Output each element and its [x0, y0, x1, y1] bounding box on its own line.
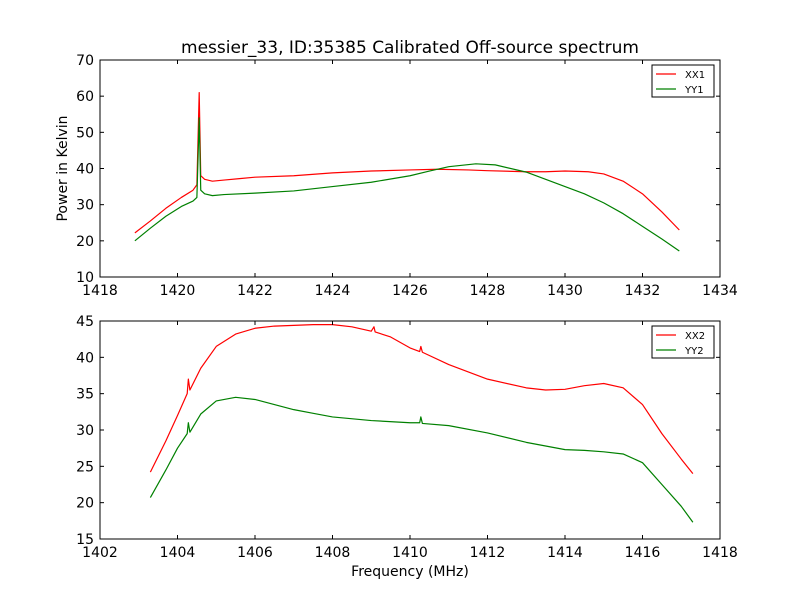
legend-box [651, 325, 715, 359]
x-tick-label: 1418 [702, 545, 738, 561]
y-tick-label: 40 [76, 350, 94, 366]
x-axis-label: Frequency (MHz) [351, 564, 469, 580]
chart-panel-2: 1402 1404 1406 1408 1410 1412 1414 1416 1418 15 20… [76, 314, 738, 580]
y-tick-label: 70 [76, 53, 94, 69]
legend-label-xx2: XX2 [685, 331, 705, 342]
y-tick-label: 50 [76, 125, 94, 141]
y-tick-label: 10 [76, 270, 94, 286]
x-tick-label: 1408 [315, 545, 351, 561]
x-tick-label: 1404 [160, 545, 196, 561]
x-tick-label: 1428 [470, 283, 506, 299]
y-tick-label: 20 [76, 234, 94, 250]
x-tick-label: 1420 [160, 283, 196, 299]
y-tick-label: 40 [76, 162, 94, 178]
legend-box [651, 64, 715, 98]
series-line-xx2 [149, 324, 694, 474]
y-tick-label: 45 [76, 314, 94, 330]
y-tick-label: 15 [76, 532, 94, 548]
legend-label-yy1: YY1 [684, 85, 704, 96]
legend-label-yy2: YY2 [684, 346, 704, 357]
x-tick-label: 1416 [625, 545, 661, 561]
x-tick-label: 1430 [547, 283, 583, 299]
plot-area [100, 60, 720, 277]
x-tick-label: 1414 [547, 545, 583, 561]
y-tick-label: 35 [76, 387, 94, 403]
y-tick-label: 30 [76, 423, 94, 439]
x-tick-label: 1402 [82, 545, 118, 561]
y-tick-label: 30 [76, 198, 94, 214]
x-tick-label: 1426 [392, 283, 428, 299]
series-line-xx1 [134, 91, 680, 234]
x-tick-label: 1412 [470, 545, 506, 561]
x-tick-label: 1418 [82, 283, 118, 299]
series-line-yy2 [149, 396, 694, 523]
plot-area [100, 321, 720, 539]
y-tick-label: 20 [76, 496, 94, 512]
x-tick-label: 1406 [237, 545, 273, 561]
x-tick-label: 1432 [625, 283, 661, 299]
x-tick-label: 1424 [315, 283, 351, 299]
chart-panel-1: 1418 1420 1422 1424 1426 1428 1430 1432 1434 10 20… [55, 38, 738, 299]
x-tick-label: 1410 [392, 545, 428, 561]
y-tick-label: 60 [76, 89, 94, 105]
chart-title: messier_33, ID:35385 Calibrated Off-sour… [181, 38, 639, 58]
y-tick-label: 25 [76, 459, 94, 475]
x-tick-label: 1422 [237, 283, 273, 299]
series-line-yy1 [134, 117, 680, 252]
x-tick-label: 1434 [702, 283, 738, 299]
legend-label-xx1: XX1 [685, 70, 705, 81]
y-axis-label: Power in Kelvin [55, 115, 71, 221]
